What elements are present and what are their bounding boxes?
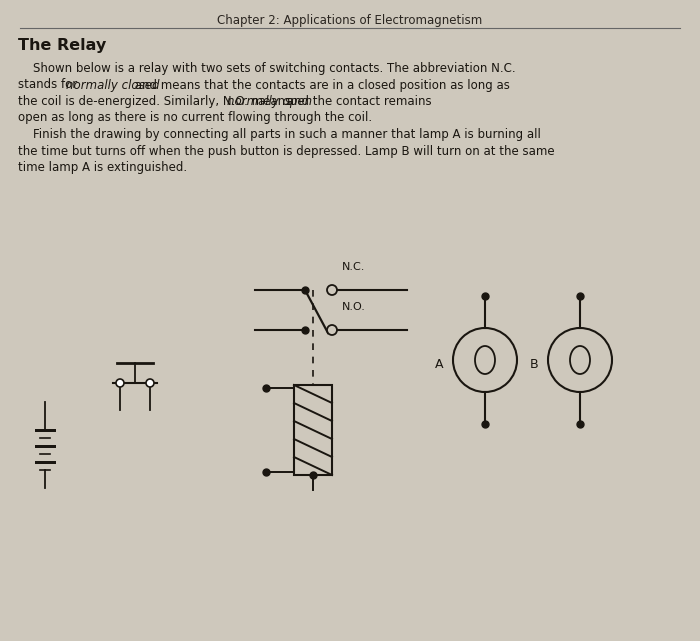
Text: and the contact remains: and the contact remains xyxy=(284,95,432,108)
Text: The Relay: The Relay xyxy=(18,38,106,53)
Text: the time but turns off when the push button is depressed. Lamp B will turn on at: the time but turns off when the push but… xyxy=(18,144,554,158)
Text: A: A xyxy=(435,358,443,372)
Text: and means that the contacts are in a closed position as long as: and means that the contacts are in a clo… xyxy=(131,78,510,92)
Circle shape xyxy=(327,285,337,295)
Text: Shown below is a relay with two sets of switching contacts. The abbreviation N.C: Shown below is a relay with two sets of … xyxy=(18,62,516,75)
Text: stands for: stands for xyxy=(18,78,81,92)
Text: N.O.: N.O. xyxy=(342,302,366,312)
Circle shape xyxy=(146,379,154,387)
Text: N.C.: N.C. xyxy=(342,262,365,272)
Text: Finish the drawing by connecting all parts in such a manner that lamp A is burni: Finish the drawing by connecting all par… xyxy=(18,128,541,141)
Text: the coil is de-energized. Similarly, N.O. means: the coil is de-energized. Similarly, N.O… xyxy=(18,95,295,108)
Text: time lamp A is extinguished.: time lamp A is extinguished. xyxy=(18,161,187,174)
Text: normally open: normally open xyxy=(227,95,312,108)
Circle shape xyxy=(327,325,337,335)
Text: open as long as there is no current flowing through the coil.: open as long as there is no current flow… xyxy=(18,112,372,124)
Text: normally closed: normally closed xyxy=(66,78,160,92)
Bar xyxy=(294,385,332,475)
Circle shape xyxy=(116,379,124,387)
Text: Chapter 2: Applications of Electromagnetism: Chapter 2: Applications of Electromagnet… xyxy=(218,14,482,27)
Text: B: B xyxy=(529,358,538,372)
